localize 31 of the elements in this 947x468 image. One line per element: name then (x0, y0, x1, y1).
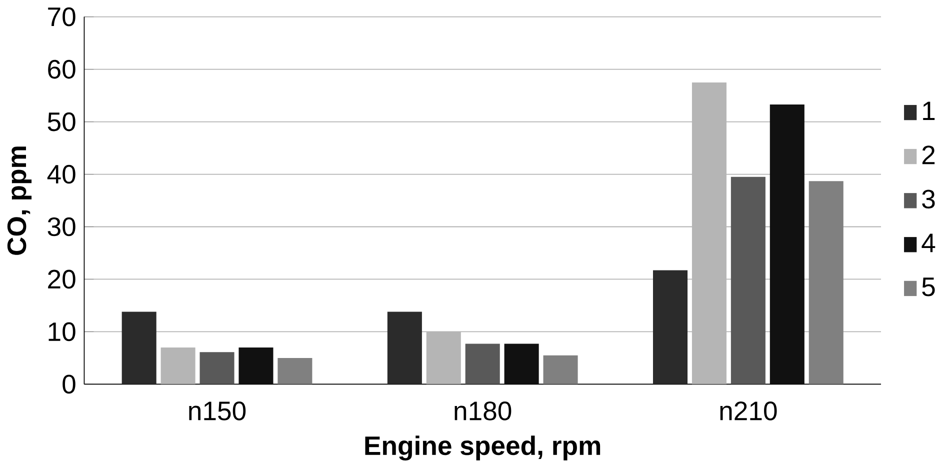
legend-label: 2 (922, 146, 935, 164)
y-tick-label: 70 (48, 7, 76, 26)
bar (200, 352, 234, 384)
y-tick-label: 10 (48, 322, 76, 342)
bar (387, 312, 422, 384)
x-tick-label: n180 (454, 402, 512, 420)
bar (770, 104, 804, 384)
bar (504, 344, 539, 384)
x-tick-label: n150 (189, 402, 246, 420)
bar (730, 176, 766, 384)
x-axis-title: Engine speed, rpm (365, 436, 600, 461)
y-axis-title: CO, ppm (7, 146, 32, 255)
legend-label: 4 (922, 234, 936, 252)
y-tick-label: 40 (47, 164, 76, 184)
y-tick-label: 0 (62, 374, 76, 394)
legend-label: 1 (923, 102, 935, 120)
x-tick-label: n210 (720, 402, 777, 420)
legend-label: 5 (922, 278, 935, 296)
bar (122, 312, 156, 384)
bar (653, 270, 688, 384)
y-tick-label: 20 (48, 270, 76, 289)
y-tick-label: 60 (48, 60, 76, 79)
bar (543, 355, 578, 384)
bar (465, 344, 500, 384)
y-tick-label: 50 (48, 112, 76, 132)
y-tick-label: 30 (48, 217, 76, 236)
bar (238, 347, 274, 384)
bar (278, 358, 312, 384)
bar (808, 181, 844, 384)
legend-label: 3 (922, 190, 935, 209)
bar (160, 347, 196, 384)
